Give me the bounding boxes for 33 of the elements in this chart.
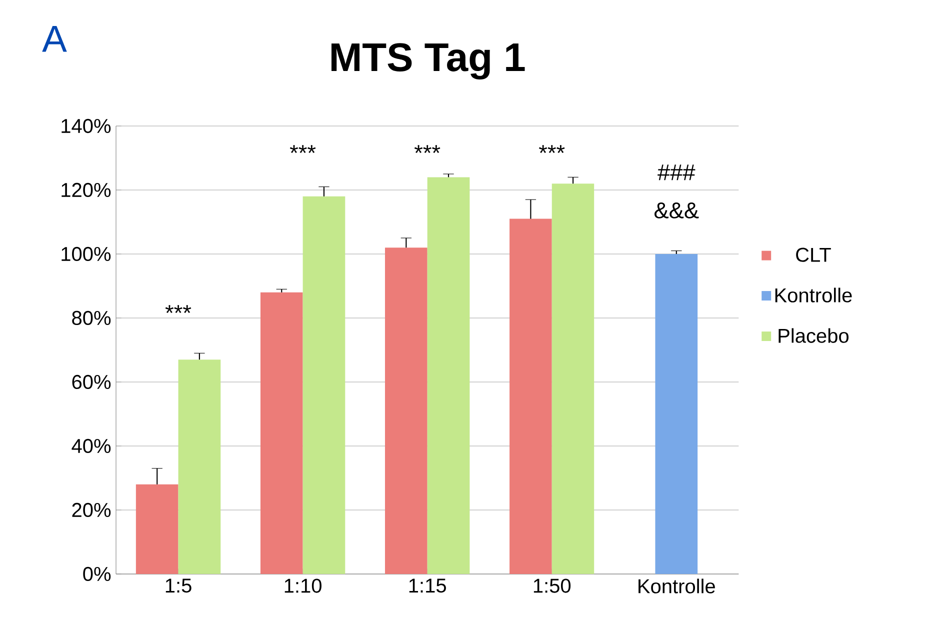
annotation: ### [658, 164, 696, 180]
x-tick-label: 1:10 [284, 578, 322, 593]
x-tick-label: 1:50 [534, 578, 571, 593]
text: A [42, 26, 67, 52]
annotation: *** [290, 145, 316, 154]
y-tick-label: 20% [72, 502, 111, 518]
y-tick-label: 60% [72, 374, 111, 390]
legend-label: Placebo [778, 328, 849, 343]
y-tick-label: 40% [72, 438, 111, 454]
annotation: *** [538, 145, 565, 154]
bar [427, 177, 470, 574]
bar [178, 360, 221, 574]
annotation: *** [414, 145, 440, 154]
legend-label: CLT [796, 248, 831, 262]
bar [302, 196, 346, 574]
y-tick-label: 0% [83, 566, 111, 582]
chart-title: MTS Tag 1 [331, 43, 525, 80]
y-tick-label: 140% [62, 118, 111, 134]
y-tick-label: 100% [62, 246, 111, 262]
bar [510, 218, 552, 574]
bar [136, 484, 178, 574]
legend-label: Kontrolle [775, 288, 852, 302]
y-tick-label: 80% [72, 310, 111, 326]
annotation: *** [165, 305, 192, 314]
annotation: &&& [654, 202, 699, 218]
y-tick-label: 120% [62, 182, 111, 198]
bar [260, 292, 303, 574]
bar [655, 254, 698, 574]
x-tick-label: Kontrolle [638, 578, 715, 594]
x-tick-label: 1:5 [166, 578, 192, 593]
bar [384, 248, 428, 574]
bar [552, 184, 594, 574]
x-tick-label: 1:15 [409, 578, 446, 593]
